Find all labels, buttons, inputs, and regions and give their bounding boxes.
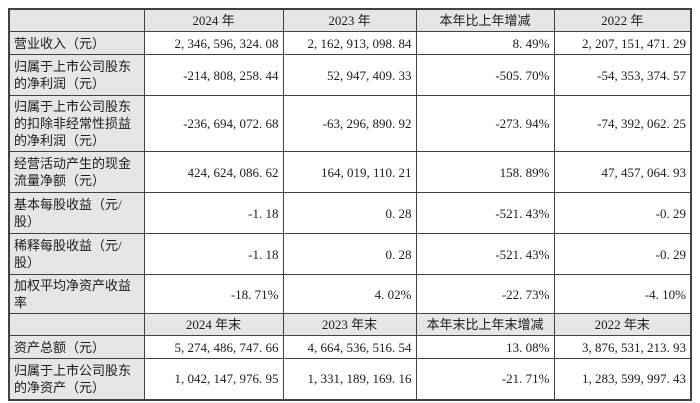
value-cell: 4. 02%: [282, 274, 417, 314]
corner-cell: [8, 8, 145, 32]
value-cell: -4. 10%: [553, 274, 692, 314]
value-cell: -1. 18: [143, 233, 284, 275]
value-cell: -214, 808, 258. 44: [143, 54, 284, 96]
value-cell: 0. 28: [282, 192, 417, 234]
table-row-revenue: 营业收入（元） 2, 346, 596, 324. 08 2, 162, 913…: [8, 31, 692, 55]
value-cell: -74, 392, 062. 25: [553, 95, 692, 152]
value-cell: -22. 73%: [415, 274, 555, 314]
corner-cell: [8, 313, 145, 336]
metric-label-cell: 归属于上市公司股东的扣除非经常性损益的净利润（元）: [8, 95, 145, 152]
yoy-change-header-cell: 本年末比上年末增减: [415, 313, 555, 336]
table-row-weighted-avg-roe: 加权平均净资产收益率 -18. 71% 4. 02% -22. 73% -4. …: [8, 274, 692, 314]
value-cell: -54, 353, 374. 57: [553, 54, 692, 96]
value-cell: 164, 019, 110. 21: [282, 151, 417, 193]
value-cell: -521. 43%: [415, 192, 555, 234]
value-cell: 1, 042, 147, 976. 95: [143, 358, 284, 400]
metric-label-cell: 基本每股收益（元/股）: [8, 192, 145, 234]
value-cell: 1, 283, 599, 997. 43: [553, 358, 692, 400]
value-cell: 2, 207, 151, 471. 29: [553, 31, 692, 55]
table-row-total-assets: 资产总额（元） 5, 274, 486, 747. 66 4, 664, 536…: [8, 335, 692, 359]
value-cell: 2, 162, 913, 098. 84: [282, 31, 417, 55]
table-row-net-profit-excl-nonrecurring: 归属于上市公司股东的扣除非经常性损益的净利润（元） -236, 694, 072…: [8, 95, 692, 152]
value-cell: -521. 43%: [415, 233, 555, 275]
value-cell: 424, 624, 086. 62: [143, 151, 284, 193]
year-end-header-cell: 2023 年末: [282, 313, 417, 336]
value-cell: -18. 71%: [143, 274, 284, 314]
metric-label-cell: 归属于上市公司股东的净利润（元）: [8, 54, 145, 96]
value-cell: 4, 664, 536, 516. 54: [282, 335, 417, 359]
year-header-cell: 2023 年: [282, 8, 417, 32]
table-row-net-assets: 归属于上市公司股东的净资产（元） 1, 042, 147, 976. 95 1,…: [8, 358, 692, 400]
value-cell: -273. 94%: [415, 95, 555, 152]
year-end-header-cell: 2022 年末: [553, 313, 692, 336]
key-accounting-data-table: 2024 年 2023 年 本年比上年增减 2022 年 营业收入（元） 2, …: [8, 8, 692, 401]
table-row-basic-eps: 基本每股收益（元/股） -1. 18 0. 28 -521. 43% -0. 2…: [8, 192, 692, 234]
metric-label-cell: 加权平均净资产收益率: [8, 274, 145, 314]
value-cell: -0. 29: [553, 192, 692, 234]
metric-label-cell: 归属于上市公司股东的净资产（元）: [8, 358, 145, 400]
table-row-diluted-eps: 稀释每股收益（元/股） -1. 18 0. 28 -521. 43% -0. 2…: [8, 233, 692, 275]
value-cell: -505. 70%: [415, 54, 555, 96]
value-cell: 52, 947, 409. 33: [282, 54, 417, 96]
year-end-header-cell: 2024 年末: [143, 313, 284, 336]
value-cell: 1, 331, 189, 169. 16: [282, 358, 417, 400]
year-header-cell: 2024 年: [143, 8, 284, 32]
table-row: 2024 年末 2023 年末 本年末比上年末增减 2022 年末: [8, 313, 692, 336]
value-cell: 2, 346, 596, 324. 08: [143, 31, 284, 55]
value-cell: 3, 876, 531, 213. 93: [553, 335, 692, 359]
yoy-change-header-cell: 本年比上年增减: [415, 8, 555, 32]
table-row-net-profit: 归属于上市公司股东的净利润（元） -214, 808, 258. 44 52, …: [8, 54, 692, 96]
value-cell: -21. 71%: [415, 358, 555, 400]
financial-summary: 2024 年 2023 年 本年比上年增减 2022 年 营业收入（元） 2, …: [8, 8, 700, 401]
value-cell: 158. 89%: [415, 151, 555, 193]
value-cell: 8. 49%: [415, 31, 555, 55]
value-cell: -236, 694, 072. 68: [143, 95, 284, 152]
year-header-cell: 2022 年: [553, 8, 692, 32]
metric-label-cell: 经营活动产生的现金流量净额（元）: [8, 151, 145, 193]
value-cell: 5, 274, 486, 747. 66: [143, 335, 284, 359]
table-row: 2024 年 2023 年 本年比上年增减 2022 年: [8, 8, 692, 32]
value-cell: 47, 457, 064. 93: [553, 151, 692, 193]
value-cell: 13. 08%: [415, 335, 555, 359]
value-cell: 0. 28: [282, 233, 417, 275]
metric-label-cell: 稀释每股收益（元/股）: [8, 233, 145, 275]
metric-label-cell: 营业收入（元）: [8, 31, 145, 55]
value-cell: -1. 18: [143, 192, 284, 234]
value-cell: -63, 296, 890. 92: [282, 95, 417, 152]
value-cell: -0. 29: [553, 233, 692, 275]
metric-label-cell: 资产总额（元）: [8, 335, 145, 359]
table-row-operating-cash-flow: 经营活动产生的现金流量净额（元） 424, 624, 086. 62 164, …: [8, 151, 692, 193]
